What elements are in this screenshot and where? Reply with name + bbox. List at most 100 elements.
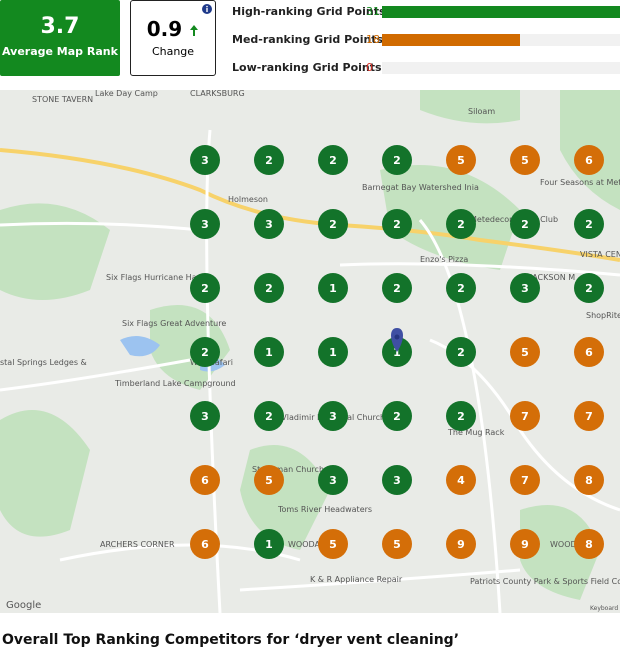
map-label: Four Seasons at Metedeconk Lakes	[540, 178, 620, 187]
rank-value: 5	[393, 538, 401, 551]
rank-value: 5	[329, 538, 337, 551]
map-label: VISTA CENTE	[580, 250, 620, 259]
rank-point	[574, 273, 604, 303]
rank-value: 6	[201, 474, 209, 487]
rank-value: 8	[585, 474, 593, 487]
rank-point	[318, 465, 348, 495]
map-label: JACKSON M	[529, 273, 575, 282]
rank-value: 3	[201, 218, 209, 231]
average-rank-value: 3.7	[40, 14, 80, 39]
rank-point	[382, 273, 412, 303]
rank-value: 1	[329, 282, 337, 295]
rank-value: 2	[585, 282, 593, 295]
map-label: Patriots County Park & Sports Field Comp…	[470, 577, 620, 586]
info-icon[interactable]	[202, 4, 212, 14]
rank-value: 3	[393, 474, 401, 487]
map-label: Google	[6, 600, 41, 611]
rank-value: 5	[265, 474, 273, 487]
grid-point-label: Med-ranking Grid Points	[232, 33, 384, 46]
rank-value: 2	[457, 346, 465, 359]
map-label: The Mug Rack	[447, 428, 505, 437]
average-rank-label: Average Map Rank	[2, 45, 118, 58]
map-label: Six Flags Hurricane Harbor	[106, 273, 214, 282]
grid-point-row: Med-ranking Grid Points 18	[232, 31, 622, 49]
map-label: ShopRite	[586, 311, 620, 320]
rank-point	[510, 273, 540, 303]
rank-value: 7	[521, 410, 529, 423]
map-label: stal Springs Ledges &	[0, 358, 87, 367]
rank-point	[510, 529, 540, 559]
location-pin	[391, 328, 403, 352]
rank-point	[574, 337, 604, 367]
rank-point	[574, 209, 604, 239]
rank-value: 6	[585, 346, 593, 359]
map-label: Six Flags Great Adventure	[122, 319, 226, 328]
map-label: Barnegat Bay Watershed Inia	[362, 183, 479, 192]
rank-point	[254, 273, 284, 303]
rank-value: 2	[585, 218, 593, 231]
rank-value: 2	[457, 218, 465, 231]
rank-value: 2	[393, 218, 401, 231]
rank-point	[254, 337, 284, 367]
rank-point	[382, 209, 412, 239]
location-pin-dot	[394, 334, 400, 340]
rank-point	[446, 209, 476, 239]
rank-value: 2	[265, 282, 273, 295]
grid-point-label: Low-ranking Grid Points	[232, 61, 382, 74]
rank-point	[318, 529, 348, 559]
rank-point	[446, 145, 476, 175]
rank-point	[510, 209, 540, 239]
rank-point	[190, 209, 220, 239]
rank-value: 5	[457, 154, 465, 167]
rank-value: 9	[521, 538, 529, 551]
rank-value: 6	[201, 538, 209, 551]
map-label: ARCHERS CORNER	[100, 540, 175, 549]
rank-point	[382, 465, 412, 495]
grid-point-row: Low-ranking Grid Points 0	[232, 59, 622, 77]
map-label: St. Roman Church	[252, 465, 324, 474]
rank-point	[574, 401, 604, 431]
rank-value: 3	[201, 154, 209, 167]
map-label: CLARKSBURG	[190, 90, 245, 98]
rank-value: 1	[265, 538, 273, 551]
rank-value: 7	[585, 410, 593, 423]
map-label: Holmeson	[228, 195, 268, 204]
rank-point	[318, 401, 348, 431]
change-card: 0.9 Change	[130, 0, 216, 76]
rank-value: 3	[329, 474, 337, 487]
rank-value: 2	[265, 154, 273, 167]
rank-point	[254, 145, 284, 175]
rank-value: 9	[457, 538, 465, 551]
rank-value: 2	[329, 218, 337, 231]
rank-point	[510, 401, 540, 431]
rank-point	[254, 529, 284, 559]
rank-point	[574, 529, 604, 559]
rank-value: 2	[393, 410, 401, 423]
rank-point	[318, 145, 348, 175]
grid-point-bar	[382, 34, 521, 46]
rank-point	[446, 273, 476, 303]
rank-value: 2	[457, 410, 465, 423]
rank-point	[510, 465, 540, 495]
rank-value: 3	[201, 410, 209, 423]
bar-track	[382, 34, 620, 46]
grid-point-bar	[382, 6, 620, 18]
rank-point	[190, 145, 220, 175]
grid-point-count: 31	[366, 5, 380, 18]
rank-point	[574, 465, 604, 495]
rank-point	[446, 337, 476, 367]
map-label: WOODA	[288, 540, 321, 549]
rank-point	[190, 529, 220, 559]
map-label: STONE TAVERN	[32, 95, 93, 104]
rank-point	[190, 337, 220, 367]
rank-value: 8	[585, 538, 593, 551]
rank-point	[510, 337, 540, 367]
rank-point	[190, 465, 220, 495]
rank-point	[382, 529, 412, 559]
change-label: Change	[151, 45, 195, 58]
grid-point-label: High-ranking Grid Points	[232, 5, 386, 18]
rank-point	[254, 209, 284, 239]
rank-point	[574, 145, 604, 175]
